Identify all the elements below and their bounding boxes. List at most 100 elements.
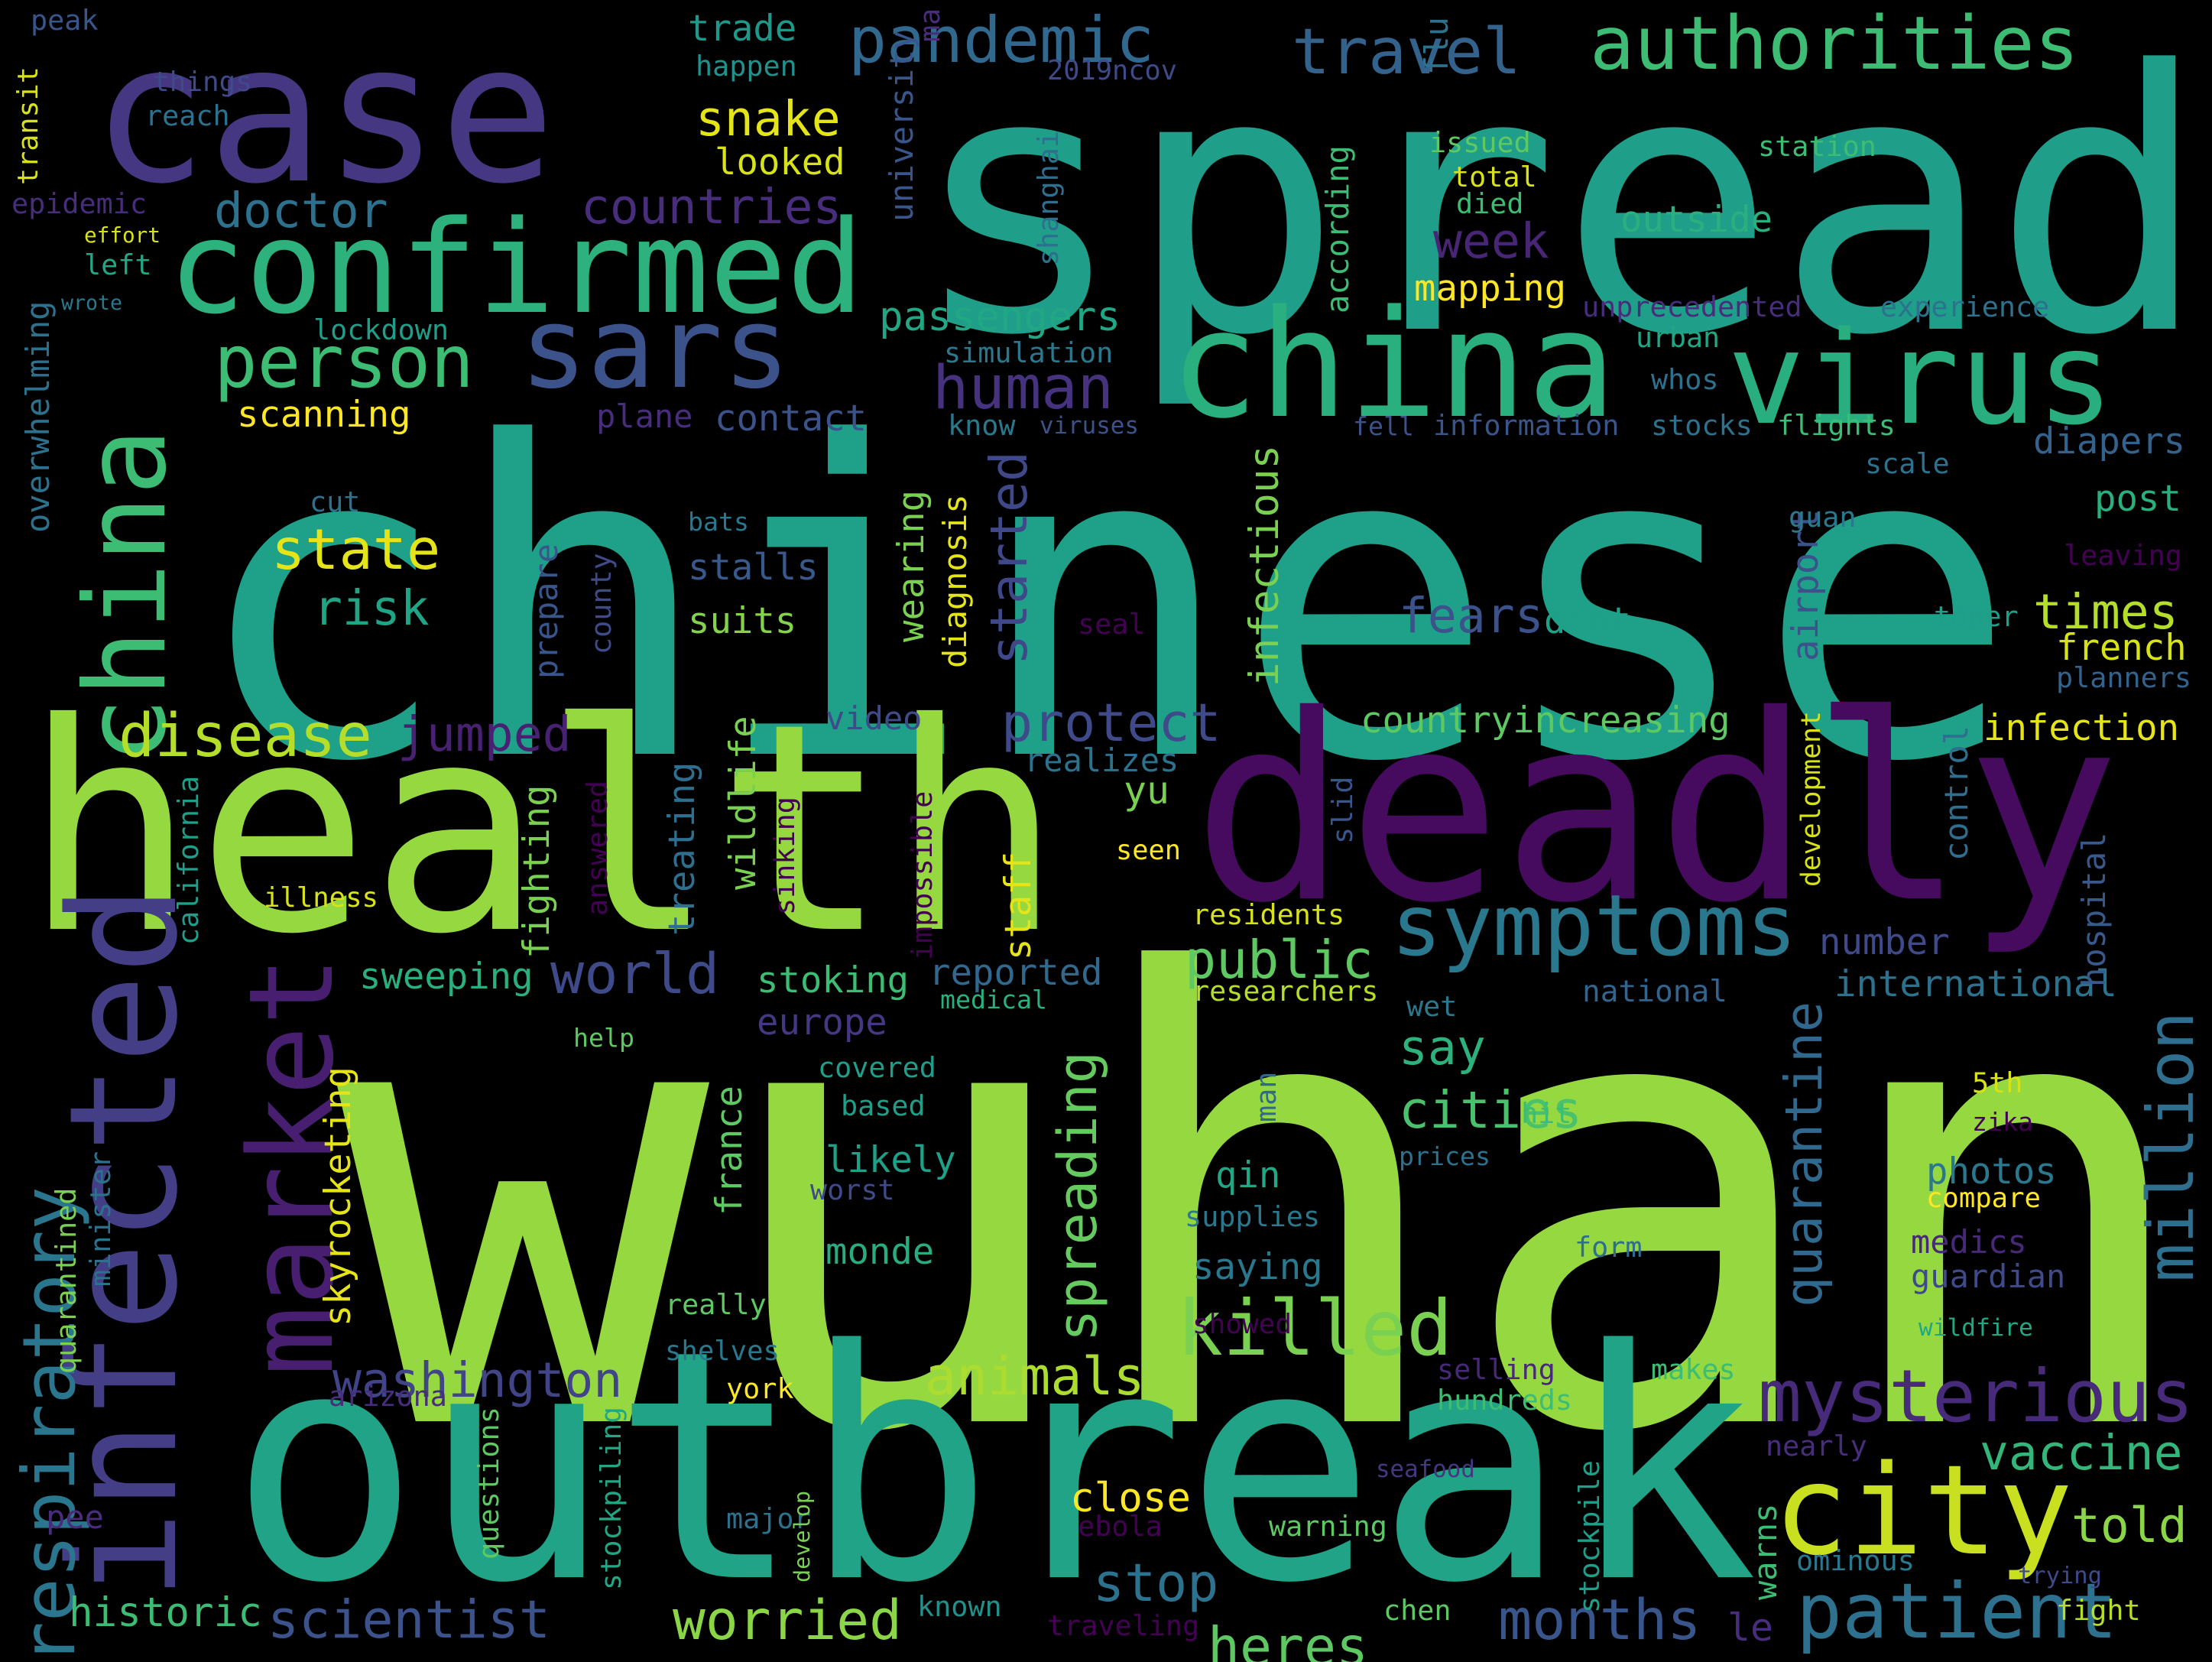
word-diagnosis: diagnosis — [936, 494, 974, 668]
word-mapping: mapping — [1414, 267, 1567, 310]
word-sars: sars — [520, 282, 791, 414]
word-warning: warning — [1269, 1510, 1387, 1544]
word-quarantine: quarantine — [1773, 1001, 1834, 1307]
word-station: station — [1758, 130, 1876, 164]
word-wearing: wearing — [890, 489, 932, 642]
word-qin: qin — [1215, 1154, 1281, 1196]
word-sweeping: sweeping — [359, 955, 534, 998]
word-hit: hit — [1521, 1097, 1572, 1131]
word-saying: saying — [1192, 1245, 1323, 1288]
word-development: development — [1795, 711, 1827, 887]
word-wrote: wrote — [61, 291, 122, 316]
word-million: million — [2133, 1011, 2208, 1282]
word-help: help — [573, 1022, 634, 1053]
word-treating: treating — [660, 761, 703, 936]
word-chinese: chinese — [191, 351, 2018, 856]
word-staff: staff — [997, 851, 1040, 961]
word-simulation: simulation — [944, 336, 1114, 370]
word-risk: risk — [313, 579, 430, 636]
word-deadly: deadly — [1192, 661, 2120, 959]
word-wuhan: wuhan — [336, 846, 2202, 1568]
word-spreading: spreading — [1046, 1051, 1109, 1342]
word-chen: chen — [1383, 1594, 1451, 1628]
word-information: information — [1433, 409, 1620, 443]
word-fell: fell — [1353, 411, 1414, 441]
word-contact: contact — [715, 397, 868, 440]
word-realizes: realizes — [1024, 742, 1179, 779]
word-guardian: guardian — [1911, 1258, 2066, 1295]
word-outside: outside — [1620, 198, 1773, 241]
word-fears: fears — [1399, 587, 1544, 644]
word-week: week — [1433, 213, 1549, 269]
word-transit: transit — [11, 67, 45, 186]
word-dont: dont — [1544, 599, 1631, 642]
word-mysterious: mysterious — [1758, 1355, 2194, 1440]
word-died: died — [1456, 187, 1524, 221]
word-scanning: scanning — [237, 393, 411, 436]
word-france: france — [709, 1086, 751, 1216]
word-wet: wet — [1406, 990, 1458, 1024]
word-flights: flights — [1777, 409, 1896, 443]
word-seen: seen — [1116, 834, 1181, 866]
word-snake: snake — [696, 90, 841, 147]
word-reported: reported — [929, 951, 1103, 994]
word-bats: bats — [688, 506, 749, 537]
word-symptoms: symptoms — [1391, 878, 1798, 976]
word-cities: cities — [1399, 1080, 1582, 1141]
word-travel: travel — [1292, 14, 1521, 89]
word-overwhelming: overwhelming — [19, 300, 57, 533]
word-viruses: viruses — [1040, 412, 1139, 440]
word-warns: warns — [1747, 1503, 1784, 1601]
word-monde: monde — [825, 1230, 935, 1273]
word-california: california — [172, 775, 206, 945]
word-showed: showed — [1192, 1308, 1292, 1340]
word-heres: heres — [1208, 1616, 1368, 1662]
word-traveling: traveling — [1047, 1609, 1200, 1643]
word-times: times — [2033, 583, 2178, 640]
word-unprecedented: unprecedented — [1582, 291, 1802, 324]
word-diapers: diapers — [2033, 420, 2186, 463]
word-video: video — [825, 700, 923, 737]
word-university: university — [883, 31, 921, 222]
word-suits: suits — [688, 599, 797, 642]
word-jumped: jumped — [397, 706, 572, 762]
word-makes: makes — [1651, 1353, 1736, 1387]
word-virus: virus — [1727, 304, 2114, 453]
word-national: national — [1582, 973, 1727, 1009]
word-patient: patient — [1796, 1566, 2118, 1656]
word-effort: effort — [84, 222, 161, 248]
word-hundreds: hundreds — [1437, 1384, 1573, 1417]
word-post: post — [2094, 477, 2181, 520]
word-residents: residents — [1192, 898, 1345, 932]
word-control: control — [1938, 725, 1975, 861]
word-prepare: prepare — [527, 544, 565, 680]
word-animals: animals — [925, 1347, 1145, 1408]
word-public: public — [1185, 930, 1374, 992]
word-reach: reach — [145, 99, 230, 133]
word-looked: looked — [715, 141, 845, 183]
word-world: world — [550, 942, 720, 1008]
word-whos: whos — [1651, 363, 1719, 397]
word-selling: selling — [1437, 1353, 1555, 1387]
word-illness: illness — [264, 882, 378, 914]
word-stop: stop — [1093, 1553, 1219, 1615]
word-ebola: ebola — [1078, 1510, 1163, 1544]
word-impossible: impossible — [906, 790, 939, 960]
word-issued: issued — [1429, 126, 1531, 160]
word-seafood: seafood — [1376, 1456, 1475, 1484]
word-major: major — [726, 1502, 811, 1536]
word-hospital: hospital — [2075, 832, 2113, 988]
word-vaccine: vaccine — [1980, 1424, 2183, 1481]
word-leaving: leaving — [2064, 539, 2182, 573]
word-months: months — [1498, 1588, 1701, 1654]
word-2019ncov: 2019ncov — [1047, 54, 1177, 86]
word-washington: washington — [332, 1352, 623, 1408]
word-lockdown: lockdown — [313, 313, 449, 347]
word-stockpiling: stockpiling — [594, 1407, 628, 1590]
word-scale: scale — [1865, 447, 1950, 481]
word-trade: trade — [688, 7, 797, 50]
word-things: things — [153, 66, 252, 98]
word-urban: urban — [1636, 321, 1720, 355]
word-according: according — [1318, 145, 1356, 313]
